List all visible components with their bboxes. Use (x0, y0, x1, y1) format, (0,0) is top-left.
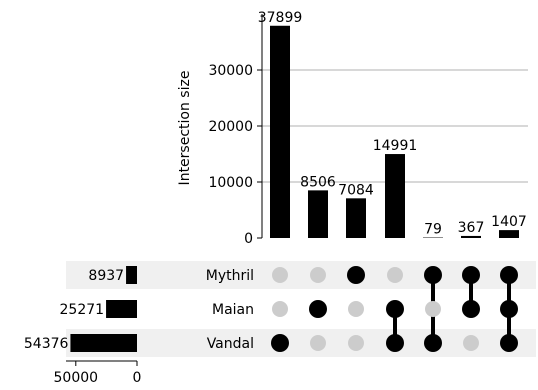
matrix-dot-active (386, 300, 404, 318)
set-size-bar (106, 300, 137, 318)
matrix-dot-inactive (387, 267, 403, 283)
matrix-dot-inactive (463, 335, 479, 351)
set-size-label: 8937 (88, 268, 124, 284)
matrix-dot-inactive (348, 335, 364, 351)
matrix-dot-active (424, 334, 442, 352)
set-size-label: 54376 (24, 336, 69, 352)
row-shade (66, 261, 536, 289)
set-name-label: Vandal (207, 336, 254, 352)
intersection-value-label: 8506 (300, 174, 336, 190)
membership-matrix (271, 266, 518, 352)
matrix-dot-inactive (348, 301, 364, 317)
matrix-dot-active (309, 300, 327, 318)
matrix-dot-active (500, 266, 518, 284)
row-shades (66, 261, 536, 357)
set-size-bars: 8937 25271 54376 (24, 266, 137, 352)
intersection-value-label: 1407 (491, 214, 527, 230)
matrix-dot-active (500, 300, 518, 318)
intersection-size-axis-label: Intersection size (177, 71, 193, 186)
matrix-dot-active (462, 266, 480, 284)
intersection-size-axis: 0 10000 20000 30000 (208, 14, 263, 247)
intersection-value-label: 7084 (338, 182, 374, 198)
y-tick-label: 0 (244, 231, 253, 247)
matrix-dot-inactive (310, 267, 326, 283)
set-name-labels: Mythril Maian Vandal (206, 268, 254, 352)
intersection-value-label: 14991 (373, 138, 418, 154)
intersection-bar (499, 230, 519, 238)
set-name-label: Maian (212, 302, 254, 318)
y-tick-label: 20000 (208, 119, 253, 135)
intersection-bar (461, 235, 481, 238)
matrix-dot-active (386, 334, 404, 352)
intersection-value-labels: 37899 8506 7084 14991 79 367 1407 (258, 10, 527, 238)
intersection-bar (385, 154, 405, 238)
matrix-dot-inactive (425, 301, 441, 317)
matrix-dot-active (347, 266, 365, 284)
set-size-label: 25271 (60, 302, 105, 318)
matrix-dot-active (271, 334, 289, 352)
set-axis-tick-label: 0 (133, 370, 142, 386)
y-tick-label: 10000 (208, 175, 253, 191)
intersection-value-label: 79 (424, 222, 442, 238)
set-name-label: Mythril (206, 268, 254, 284)
matrix-dot-active (462, 300, 480, 318)
set-size-bar (70, 334, 137, 352)
matrix-dot-active (500, 334, 518, 352)
intersection-value-label: 37899 (258, 10, 303, 26)
matrix-dot-inactive (310, 335, 326, 351)
intersection-bars (270, 25, 519, 239)
intersection-value-label: 367 (458, 220, 485, 236)
intersection-bar (308, 190, 328, 238)
matrix-dot-inactive (272, 301, 288, 317)
intersection-bar (270, 25, 290, 239)
set-size-bar (126, 266, 137, 284)
matrix-dot-active (424, 266, 442, 284)
set-size-axis: 50000 0 (54, 360, 142, 386)
y-tick-label: 30000 (208, 63, 253, 79)
set-axis-tick-label: 50000 (54, 370, 99, 386)
matrix-dot-inactive (272, 267, 288, 283)
row-shade (66, 329, 536, 357)
intersection-bar (346, 198, 366, 238)
